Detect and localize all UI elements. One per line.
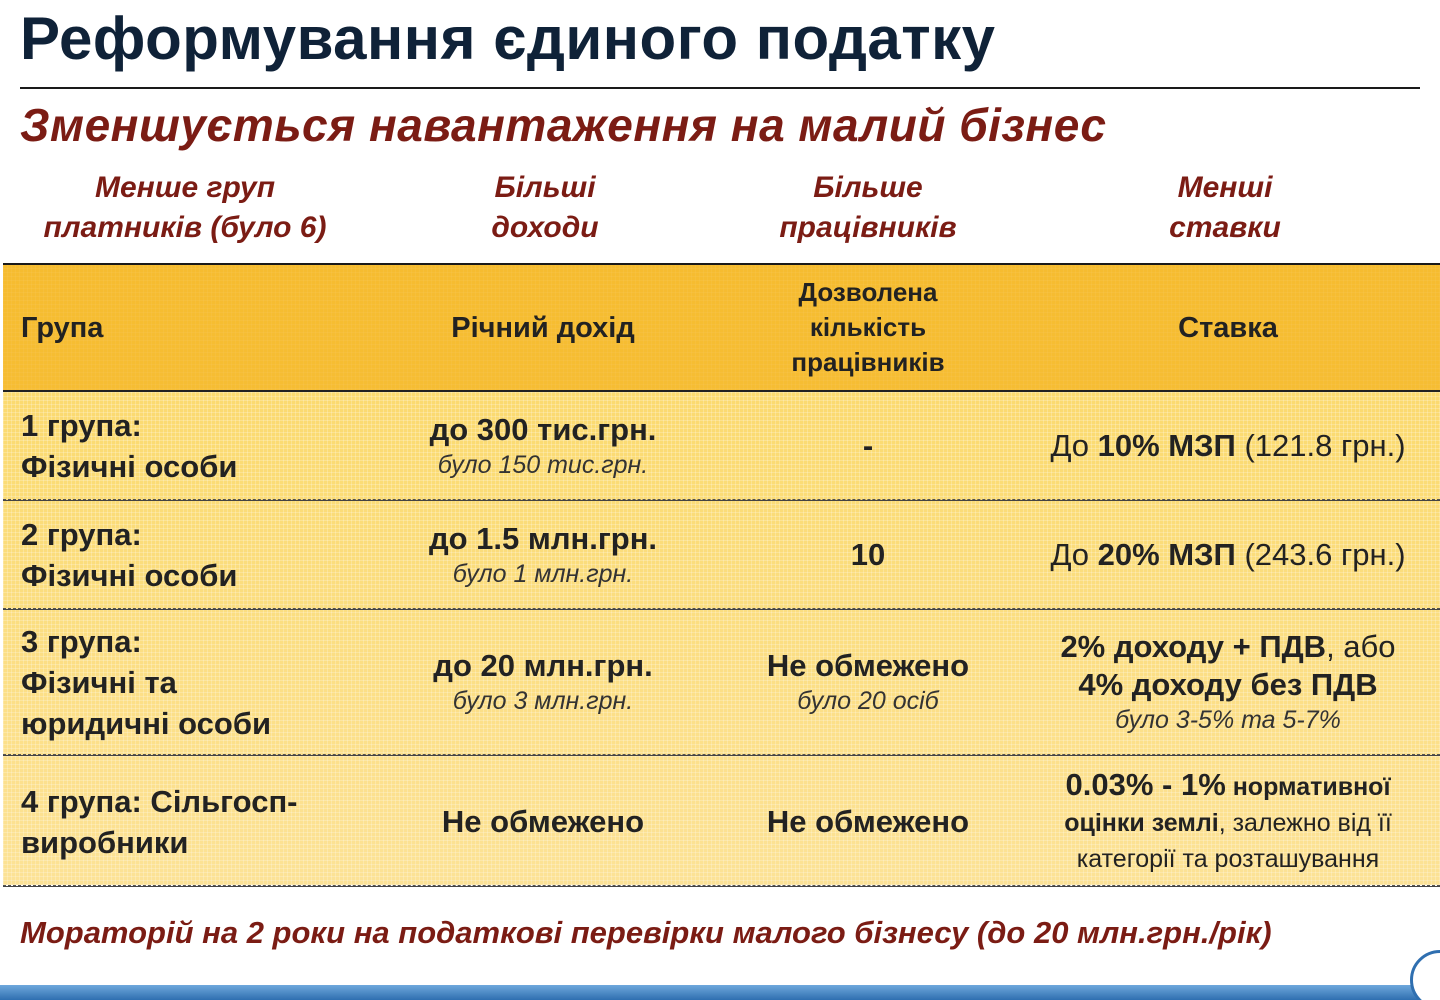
corner-decoration (1410, 950, 1440, 1000)
rate-note: категорії та розташування (1076, 844, 1380, 873)
category-line: Більші (494, 171, 596, 204)
rate-basis: оцінки землі (1064, 808, 1219, 837)
rate-line: До 10% МЗП (121.8 грн.) (1050, 427, 1405, 465)
group-cell: 4 група: Сільгосп- виробники (21, 756, 381, 887)
page-title: Реформування єдиного податку (20, 5, 996, 72)
rate-suffix: , залежно від її (1218, 808, 1392, 837)
workers-previous: було 20 осіб (797, 687, 939, 715)
rate-alternative: 4% доходу без ПДВ (1078, 667, 1378, 702)
income-cell: Не обмежено (398, 756, 688, 887)
category-line: платників (було 6) (43, 211, 327, 244)
category-line: Більше (813, 171, 923, 204)
rate-previous: було 3-5% та 5-7% (1115, 706, 1341, 734)
workers-value: Не обмежено (766, 648, 970, 683)
income-cell: до 1.5 млн.грн. було 1 млн.грн. (398, 501, 688, 608)
group-line: Фізичні та (21, 664, 177, 700)
row-divider (3, 390, 1440, 392)
rate-prefix: До (1050, 536, 1098, 572)
group-line: 2 група: (21, 516, 142, 552)
rate-cell: 0.03% - 1% нормативної оцінки землі, зал… (1018, 756, 1438, 887)
moratorium-note: Мораторій на 2 роки на податкові перевір… (20, 915, 1272, 950)
group-cell: 3 група: Фізичні та юридичні особи (21, 610, 381, 754)
rate-suffix: (243.6 грн.) (1235, 536, 1406, 572)
category-line: працівників (779, 211, 957, 244)
workers-value: - (862, 427, 874, 463)
rate-value: 10% МЗП (1097, 427, 1236, 463)
group-line: Фізичні особи (21, 557, 238, 593)
category-lower-rates: Менші ставки (1100, 168, 1350, 248)
income-value: до 300 тис.грн. (429, 411, 657, 447)
rate-line: 2% доходу + ПДВ, або (1060, 628, 1395, 666)
income-value: до 20 млн.грн. (433, 648, 653, 683)
table-row: 2 група: Фізичні особи до 1.5 млн.грн. б… (3, 501, 1440, 608)
group-line: виробники (21, 824, 189, 860)
workers-value: Не обмежено (766, 803, 970, 839)
workers-cell: Не обмежено було 20 осіб (743, 610, 993, 754)
group-line: 4 група: Сільгосп- (21, 783, 298, 819)
category-line: Менше груп (94, 171, 276, 204)
group-line: Фізичні особи (21, 448, 238, 484)
rate-cell: До 10% МЗП (121.8 грн.) (1018, 392, 1438, 499)
table-row: 4 група: Сільгосп- виробники Не обмежено… (3, 756, 1440, 887)
rate-suffix: нормативної (1225, 772, 1391, 801)
rate-cell: До 20% МЗП (243.6 грн.) (1018, 501, 1438, 608)
category-fewer-groups: Менше груп платників (було 6) (15, 168, 355, 248)
category-higher-income: Більші доходи (440, 168, 650, 248)
header-group-label: Група (21, 311, 104, 344)
page-subtitle: Зменшується навантаження на малий бізнес (20, 99, 1107, 151)
row-divider (3, 885, 1440, 887)
table-header-row: Група Річний дохід Дозволена кількість п… (3, 265, 1440, 390)
rate-value: 0.03% - 1% (1065, 766, 1226, 802)
table-row: 3 група: Фізичні та юридичні особи до 20… (3, 610, 1440, 754)
header-rate-label: Ставка (1178, 311, 1278, 344)
rate-value: 20% МЗП (1097, 536, 1236, 572)
header-rate: Ставка (1018, 265, 1438, 390)
income-previous: було 150 тис.грн. (437, 450, 649, 479)
group-cell: 1 група: Фізичні особи (21, 392, 381, 499)
income-value: Не обмежено (441, 803, 645, 839)
rate-prefix: До (1050, 427, 1098, 463)
income-cell: до 20 млн.грн. було 3 млн.грн. (398, 610, 688, 754)
header-income: Річний дохід (398, 265, 688, 390)
rate-cell: 2% доходу + ПДВ, або 4% доходу без ПДВ б… (1018, 610, 1438, 754)
workers-cell: - (743, 392, 993, 499)
income-previous: було 1 млн.грн. (452, 559, 634, 588)
workers-cell: Не обмежено (743, 756, 993, 887)
group-line: юридичні особи (21, 705, 272, 741)
row-divider (3, 499, 1440, 501)
rate-value: 2% доходу + ПДВ (1060, 629, 1327, 664)
category-more-workers: Більше працівників (748, 168, 988, 248)
header-income-label: Річний дохід (451, 311, 635, 344)
rate-suffix: (121.8 грн.) (1235, 427, 1406, 463)
category-line: Менші (1177, 171, 1273, 204)
title-divider (20, 87, 1420, 89)
income-previous: було 3 млн.грн. (452, 687, 634, 715)
rate-line: До 20% МЗП (243.6 грн.) (1050, 536, 1405, 574)
rate-suffix: , або (1326, 629, 1396, 664)
row-divider (3, 754, 1440, 756)
row-divider (3, 608, 1440, 610)
header-workers: Дозволена кількість працівників (743, 265, 993, 390)
category-line: доходи (491, 211, 599, 244)
table-row: 1 група: Фізичні особи до 300 тис.грн. б… (3, 392, 1440, 499)
category-line: ставки (1169, 211, 1281, 244)
header-group: Група (21, 265, 381, 390)
rate-line: оцінки землі, залежно від її (1064, 805, 1392, 841)
tax-groups-table: Група Річний дохід Дозволена кількість п… (3, 263, 1440, 887)
rate-line: 0.03% - 1% нормативної (1066, 767, 1391, 805)
group-line: 1 група: (21, 407, 142, 443)
group-cell: 2 група: Фізичні особи (21, 501, 381, 608)
header-workers-line: кількість (809, 312, 927, 342)
slide-bottom-bar (0, 985, 1440, 1000)
header-workers-line: працівників (791, 347, 945, 377)
header-workers-line: Дозволена (798, 277, 938, 307)
workers-value: 10 (850, 536, 886, 572)
workers-cell: 10 (743, 501, 993, 608)
group-line: 3 група: (21, 623, 142, 659)
income-cell: до 300 тис.грн. було 150 тис.грн. (398, 392, 688, 499)
income-value: до 1.5 млн.грн. (428, 520, 658, 556)
